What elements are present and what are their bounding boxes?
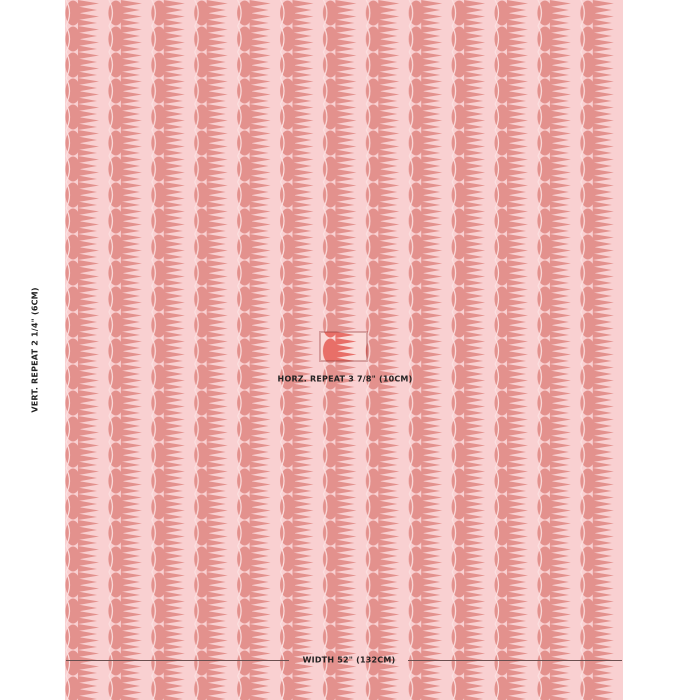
fabric-pattern: [65, 0, 623, 700]
vertical-repeat-label: VERT. REPEAT 2 1/4" (6CM): [30, 287, 40, 413]
width-line-left: [66, 660, 289, 661]
repeat-highlight: [319, 331, 368, 362]
horizontal-repeat-label: HORZ. REPEAT 3 7/8" (10CM): [277, 374, 413, 384]
width-line-right: [408, 660, 622, 661]
width-label: WIDTH 52" (132CM): [302, 655, 396, 665]
